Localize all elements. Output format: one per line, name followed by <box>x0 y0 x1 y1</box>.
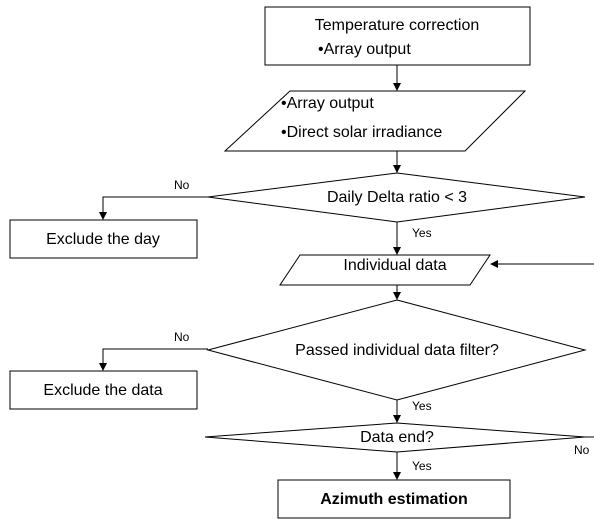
edge-label: No <box>174 178 190 192</box>
decision <box>204 422 586 453</box>
node-label: Azimuth estimation <box>320 491 468 508</box>
decision <box>206 299 587 401</box>
process-box <box>9 370 198 410</box>
edge-label: Yes <box>412 226 432 240</box>
node-label: Temperature correction <box>315 17 480 34</box>
process-box <box>264 6 531 66</box>
edge-label: Yes <box>412 399 432 413</box>
node-label: •Direct solar irradiance <box>281 124 442 141</box>
io-shape <box>279 254 491 286</box>
io-shape <box>223 90 527 152</box>
process-box <box>9 219 198 259</box>
arrow <box>99 196 208 220</box>
node-label: Exclude the day <box>46 231 160 248</box>
node-label: •Array output <box>318 41 411 58</box>
edge-label: Yes <box>412 459 432 473</box>
node-label: Data end? <box>360 429 434 446</box>
edge-label: No <box>174 330 190 344</box>
process-box <box>277 479 511 519</box>
node-label: Exclude the data <box>43 382 162 399</box>
arrow <box>99 348 208 371</box>
edge-label: No <box>574 443 590 457</box>
node-label: •Array output <box>281 95 374 112</box>
node-label: Daily Delta ratio < 3 <box>327 189 467 206</box>
node-label: Individual data <box>343 257 446 274</box>
node-label: Passed individual data filter? <box>295 342 499 359</box>
decision <box>207 172 586 223</box>
